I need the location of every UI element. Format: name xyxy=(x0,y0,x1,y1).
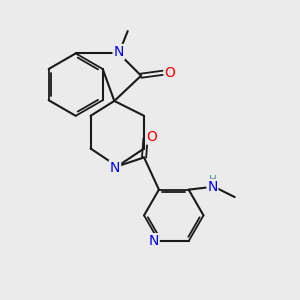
Text: N: N xyxy=(207,180,218,194)
Text: N: N xyxy=(114,45,124,59)
Text: O: O xyxy=(147,130,158,144)
Text: H: H xyxy=(208,175,216,185)
Text: N: N xyxy=(148,234,159,248)
Text: O: O xyxy=(164,66,175,80)
Text: N: N xyxy=(110,161,120,175)
